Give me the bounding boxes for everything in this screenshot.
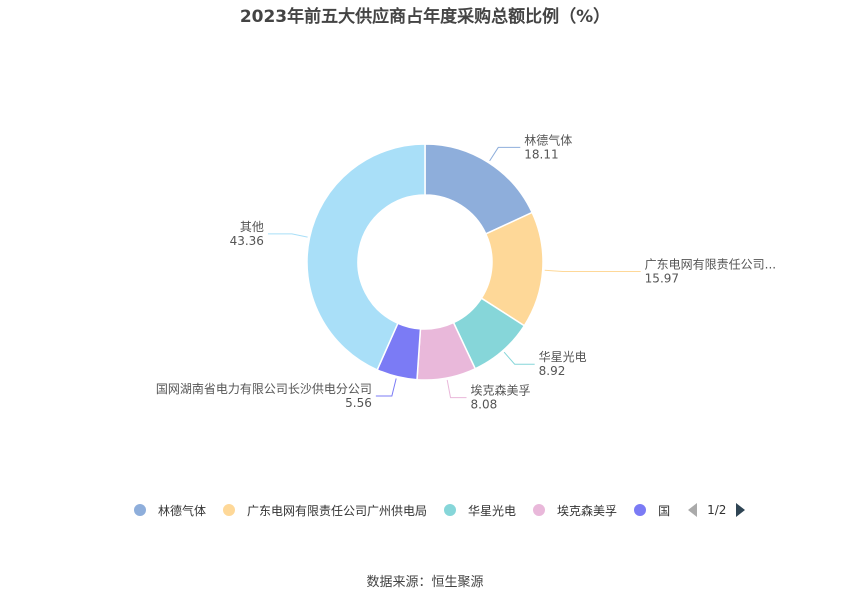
chart-title: 2023年前五大供应商占年度采购总额比例（%） bbox=[239, 7, 611, 27]
slice-label: 埃克森美孚 bbox=[471, 383, 531, 398]
slice-label: 其他 bbox=[240, 220, 264, 234]
legend-item-csot[interactable]: 华星光电 bbox=[444, 502, 516, 519]
callout-line bbox=[446, 379, 467, 399]
callout-line bbox=[267, 233, 308, 238]
slice-value-label: 43.36 bbox=[230, 234, 264, 248]
legend-marker bbox=[134, 504, 146, 516]
callout-line bbox=[489, 146, 521, 162]
legend-label: 华星光电 bbox=[468, 503, 517, 518]
legend-page-indicator: 1/2 bbox=[707, 503, 727, 517]
legend-pager: 1/2 bbox=[688, 503, 746, 517]
slice-label: 国网湖南省电力有限公司长沙供电分公司 bbox=[156, 381, 372, 396]
slice-value-label: 5.56 bbox=[345, 396, 372, 410]
legend-label: 广东电网有限责任公司广州供电局 bbox=[247, 503, 428, 518]
legend-marker bbox=[444, 504, 457, 516]
legend-label: 林德气体 bbox=[158, 503, 207, 518]
legend-marker bbox=[634, 504, 647, 516]
callout-line bbox=[503, 351, 535, 365]
legend: 林德气体 广东电网有限责任公司广州供电局 华星光电 埃克森美孚 国网湖南省电力有… bbox=[134, 500, 746, 520]
next-page-arrow-icon[interactable] bbox=[736, 503, 746, 517]
prev-page-arrow-icon[interactable] bbox=[688, 503, 698, 517]
slice-label: 林德气体 bbox=[524, 132, 572, 147]
slice-value-label: 8.92 bbox=[539, 364, 566, 378]
legend-item-linde[interactable]: 林德气体 bbox=[134, 502, 206, 519]
legend-marker bbox=[533, 504, 546, 516]
callout-line bbox=[544, 269, 641, 272]
slice-label: 华星光电 bbox=[539, 350, 587, 364]
slice-value-label: 15.97 bbox=[645, 271, 679, 285]
legend-label: 埃克森美孚 bbox=[557, 503, 618, 518]
slice-value-label: 8.08 bbox=[471, 398, 498, 412]
legend-item-hunan-grid[interactable]: 国网湖南省电力有限公司长沙供电分公司 bbox=[634, 502, 671, 519]
legend-item-exxonmobil[interactable]: 埃克森美孚 bbox=[533, 502, 617, 519]
slice-label: 广东电网有限责任公司... bbox=[645, 257, 776, 271]
data-source: 数据来源：恒生聚源 bbox=[366, 575, 484, 590]
legend-label: 国网湖南省电力有限公司长沙供电分公司 bbox=[658, 503, 671, 518]
legend-item-guangdong-grid[interactable]: 广东电网有限责任公司广州供电局 bbox=[223, 502, 427, 519]
donut-slice[interactable] bbox=[306, 143, 426, 371]
slice-value-label: 18.11 bbox=[524, 147, 558, 161]
callout-line bbox=[375, 378, 397, 397]
legend-marker bbox=[223, 504, 236, 516]
